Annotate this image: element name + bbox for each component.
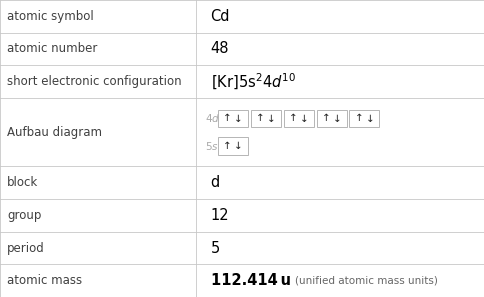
Text: block: block xyxy=(7,176,39,189)
Text: ↓: ↓ xyxy=(234,141,242,151)
Text: ↑: ↑ xyxy=(355,113,363,124)
Text: ↓: ↓ xyxy=(333,113,341,124)
Text: Cd: Cd xyxy=(211,9,230,24)
Text: Aufbau diagram: Aufbau diagram xyxy=(7,126,102,139)
Text: ↓: ↓ xyxy=(300,113,308,124)
Bar xyxy=(349,110,379,127)
Text: 112.414 u: 112.414 u xyxy=(211,273,290,288)
Bar xyxy=(317,110,347,127)
Text: ↑: ↑ xyxy=(256,113,265,124)
Text: ↓: ↓ xyxy=(365,113,374,124)
Text: atomic symbol: atomic symbol xyxy=(7,10,94,23)
Text: short electronic configuration: short electronic configuration xyxy=(7,75,182,88)
Text: ↑: ↑ xyxy=(289,113,298,124)
Text: 12: 12 xyxy=(211,208,229,223)
Text: 5: 5 xyxy=(211,241,220,255)
Text: period: period xyxy=(7,241,45,255)
Text: ↑: ↑ xyxy=(223,141,232,151)
Bar xyxy=(251,110,281,127)
Bar xyxy=(284,110,314,127)
Text: d: d xyxy=(211,175,220,190)
Text: ↓: ↓ xyxy=(234,113,242,124)
Text: group: group xyxy=(7,209,42,222)
Text: ↑: ↑ xyxy=(223,113,232,124)
Text: $\mathdefault{[Kr]5s}^{\mathdefault{2}}\mathit{4d}^{\mathdefault{10}}$: $\mathdefault{[Kr]5s}^{\mathdefault{2}}\… xyxy=(211,72,296,92)
Bar xyxy=(218,137,248,155)
Text: atomic number: atomic number xyxy=(7,42,98,56)
Text: ↑: ↑ xyxy=(322,113,331,124)
Text: $4d$: $4d$ xyxy=(205,113,220,124)
Text: 48: 48 xyxy=(211,42,229,56)
Text: $5s$: $5s$ xyxy=(205,140,218,152)
Text: ↓: ↓ xyxy=(267,113,275,124)
Bar xyxy=(218,110,248,127)
Text: (unified atomic mass units): (unified atomic mass units) xyxy=(295,276,438,286)
Text: atomic mass: atomic mass xyxy=(7,274,82,287)
